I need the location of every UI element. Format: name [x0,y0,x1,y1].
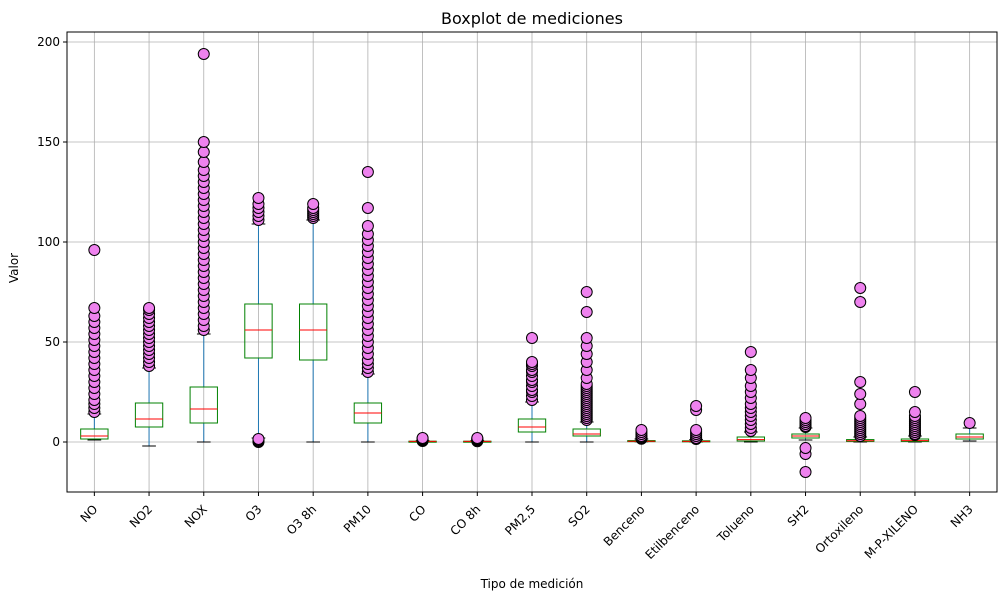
box-iqr [517,418,547,433]
outlier-point [526,356,538,368]
outlier-point [854,398,867,410]
outlier-point [799,442,812,454]
x-tick-label: Ortoxileno [813,502,867,556]
outlier-point [635,424,648,436]
x-tick-label: CO [406,502,429,525]
box-group [627,424,656,445]
outlier-point [854,410,867,422]
outlier-point [471,432,484,444]
outlier-point [580,332,593,344]
box-group [80,244,109,441]
outlier-point [854,376,867,388]
box-iqr [189,386,218,424]
x-tick-label: PM10 [341,502,374,535]
box-iqr [134,402,164,428]
box-group [736,346,765,443]
x-tick-label: CO 8h [447,502,483,538]
outlier-point [143,302,156,314]
box-group [517,332,547,443]
box-group [299,198,328,443]
box-group [955,417,984,442]
outlier-point [416,432,429,444]
outlier-point [88,302,101,314]
x-tick-label: O3 [243,502,265,524]
box-iqr [572,428,601,437]
outlier-point [580,286,593,298]
x-tick-label: PM2,5 [502,502,538,538]
x-tick-label: O3 8h [284,502,319,537]
y-tick-label: 150 [37,135,60,149]
outlier-point [197,48,210,60]
outlier-point [908,406,921,418]
outlier-point [799,466,812,478]
x-tick-label: SH2 [785,502,812,529]
outlier-point [744,364,757,376]
x-tick-label: Etilbenceno [642,502,702,562]
x-tick-label: NO [78,502,101,525]
box-group [353,166,383,443]
outlier-point [197,136,210,148]
outlier-point [908,386,921,398]
outlier-point [744,346,757,358]
y-tick-label: 200 [37,35,60,49]
axis-layer: 0 50 100 150 200 NO NO2 NOX O3 O3 8h PM10 CO CO 8h PM… [37,31,998,562]
box-group [134,302,164,447]
box-group [572,286,601,443]
box-group [408,432,437,447]
x-tick-label: Benceno [601,502,648,549]
outlier-point [854,296,867,308]
box-iqr [736,436,765,442]
outlier-point [361,202,374,214]
box-group [681,400,711,445]
y-tick-label: 50 [45,335,60,349]
y-tick-label: 100 [37,235,60,249]
box-layer [80,48,984,478]
x-tick-label: SO2 [565,502,592,529]
outlier-point [252,192,265,204]
outlier-point [526,332,538,344]
box-group [189,48,218,443]
box-iqr [299,303,328,361]
outlier-point [307,198,320,210]
outlier-point [963,417,976,429]
outlier-point [197,156,210,168]
y-tick-label: 0 [52,435,60,449]
box-group [244,192,273,448]
x-tick-label: NH3 [948,502,976,530]
x-axis-label: Tipo de medición [480,577,584,591]
x-tick-label: NOX [182,502,210,530]
y-axis-label: Valor [7,253,21,283]
outlier-point [197,146,210,158]
outlier-point [690,424,703,436]
chart-title: Boxplot de mediciones [441,9,623,28]
box-group [463,432,492,448]
box-iqr [80,428,109,440]
box-group [791,412,820,478]
outlier-point [799,412,812,424]
x-tick-label: Tolueno [714,502,757,545]
outlier-point [88,244,101,256]
box-group [846,282,875,443]
outlier-point [580,306,593,318]
outlier-point [854,282,867,294]
x-tick-label: NO2 [127,502,155,530]
box-group [900,386,930,443]
box-iqr [244,303,273,359]
outlier-point [361,220,374,232]
x-tick-label: M-P-XILENO [862,502,921,561]
outlier-point [252,433,265,445]
outlier-point [854,388,867,400]
outlier-point [361,166,374,178]
outlier-point [690,400,703,412]
